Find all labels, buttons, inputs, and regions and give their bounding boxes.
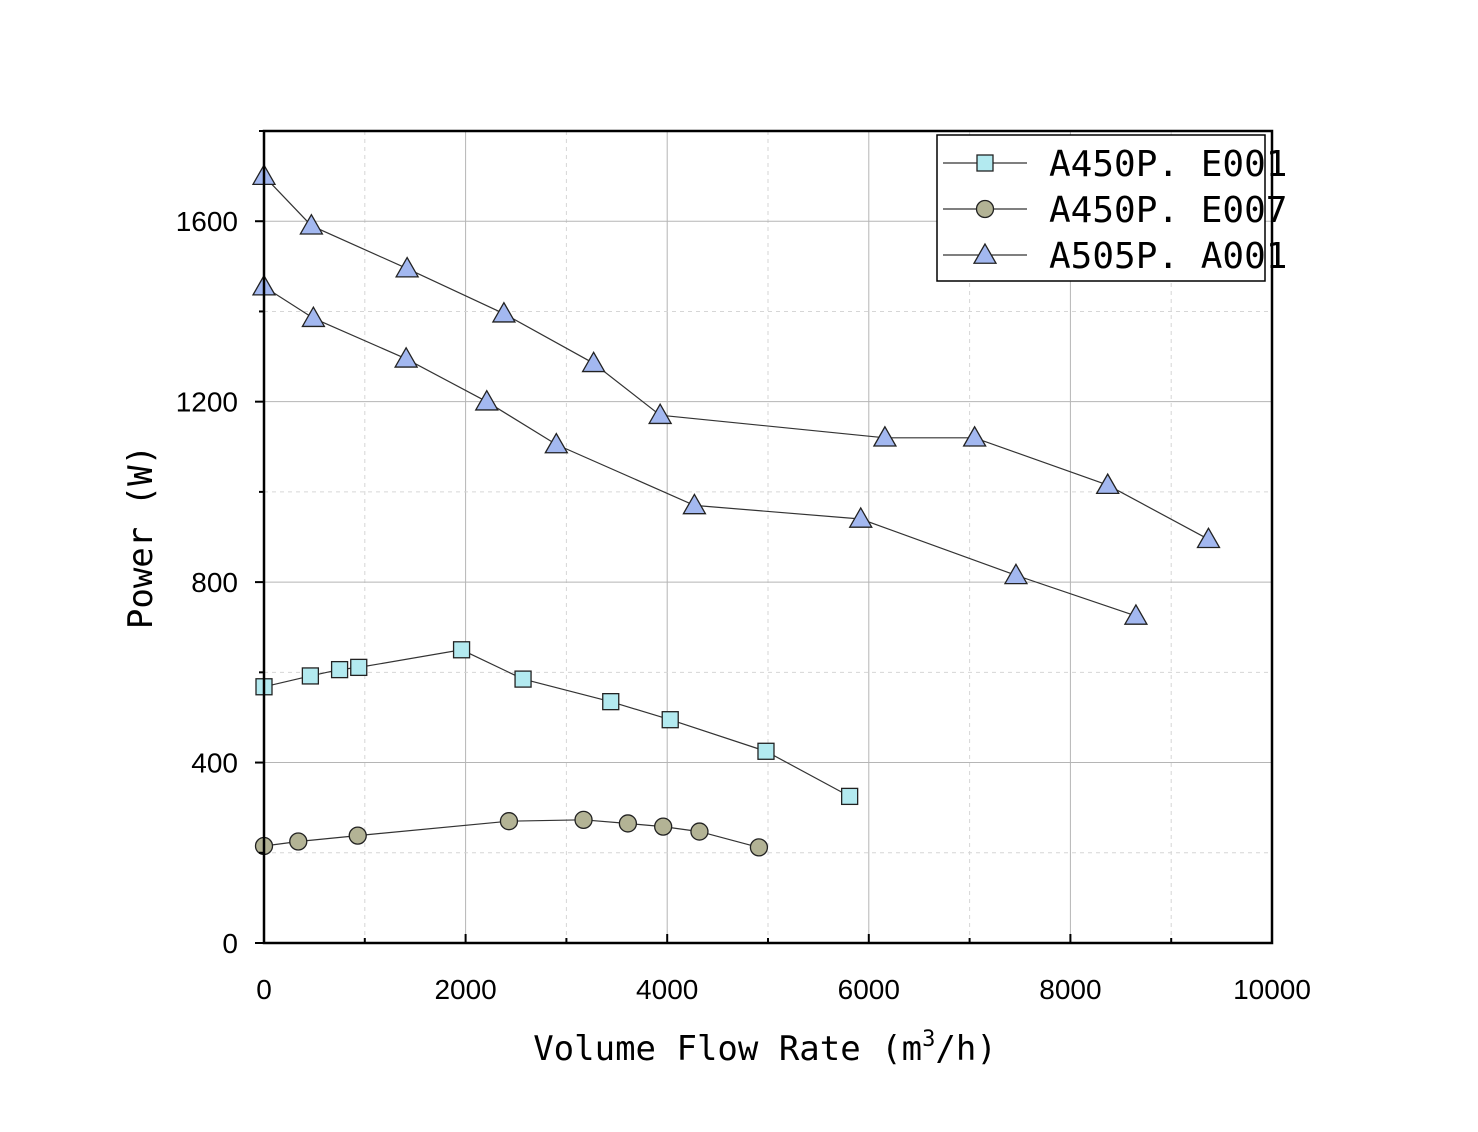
legend: A450P. E001 A450P. E007 A505P. A001 [936, 134, 1287, 282]
y-tick-label: 1600 [176, 206, 238, 237]
data-point-square [350, 658, 368, 677]
data-point-triangle [962, 425, 987, 447]
grid [264, 131, 1272, 943]
data-point-square [514, 670, 532, 688]
data-point-triangle [872, 425, 898, 447]
x-axis-title: Volume Flow Rate (m3/h) [533, 1027, 997, 1069]
legend-label: A450P. E007 [1049, 190, 1287, 231]
data-point-square [330, 660, 349, 679]
x-tick-label: 2000 [434, 974, 496, 1005]
data-point-triangle [682, 493, 707, 515]
legend-marker-square [976, 154, 994, 172]
y-tick-label: 800 [191, 567, 238, 598]
data-point-circle [499, 812, 519, 831]
data-point-triangle [648, 402, 673, 425]
x-tick-label: 6000 [838, 974, 900, 1005]
data-point-circle [289, 832, 308, 851]
data-point-triangle [394, 346, 419, 368]
data-point-square [840, 787, 859, 806]
data-point-circle [574, 810, 593, 829]
legend-marker-triangle [972, 242, 998, 264]
data-point-triangle [299, 213, 324, 235]
data-point-circle [654, 817, 673, 836]
y-axis-title: Power (W) [121, 445, 161, 629]
data-point-triangle [491, 301, 517, 323]
data-point-triangle [1095, 472, 1120, 495]
legend-label: A450P. E001 [1049, 144, 1287, 185]
data-point-square [452, 641, 471, 659]
y-tick-label: 0 [222, 928, 238, 959]
data-point-square [661, 711, 679, 729]
y-tick-label: 400 [191, 748, 238, 779]
data-point-square [757, 742, 775, 760]
axes [255, 129, 1274, 945]
series-line-0 [263, 649, 850, 797]
data-point-circle [749, 838, 769, 857]
data-point-triangle [1196, 526, 1221, 549]
data-point-triangle [301, 305, 326, 328]
data-point-triangle [474, 389, 499, 411]
data-point-circle [690, 822, 709, 841]
x-tick-label: 4000 [636, 974, 698, 1005]
data-point-square [301, 667, 320, 685]
legend-marker-circle [975, 199, 995, 219]
legend-label: A505P. A001 [1049, 236, 1287, 277]
tick-labels: 0 2000 4000 6000 8000 10000 0 400 800 1200 1600 [176, 206, 1311, 1005]
data-point-triangle [544, 432, 569, 454]
x-tick-label: 10000 [1233, 974, 1311, 1005]
series-line-2 [263, 175, 1209, 540]
data-point-triangle [1123, 603, 1149, 625]
data-point-triangle [1003, 563, 1029, 585]
x-tick-label: 0 [256, 974, 272, 1005]
data-point-square [602, 693, 620, 711]
data-point-circle [618, 814, 638, 833]
series-line-3 [263, 286, 1137, 617]
data-point-triangle [848, 506, 873, 528]
data-point-triangle [581, 351, 606, 373]
x-tick-label: 8000 [1039, 974, 1101, 1005]
data-point-triangle [395, 256, 420, 278]
data-point-circle [348, 826, 367, 845]
y-tick-label: 1200 [176, 387, 238, 418]
